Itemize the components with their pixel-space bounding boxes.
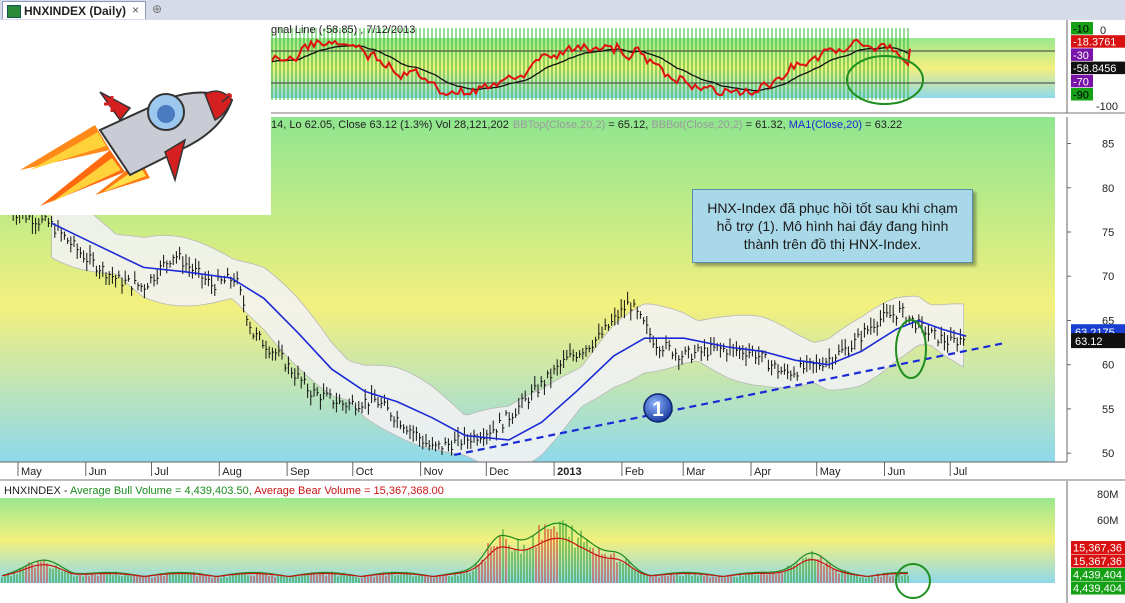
price-badge-label: 63.12 <box>1075 336 1103 348</box>
legend-bbbot: BBBot(Close,20,2) <box>651 119 742 131</box>
rocket-icon <box>20 90 234 206</box>
legend-ma-value: = 63.22 <box>862 119 902 131</box>
oscillator-line <box>271 38 911 97</box>
date-tick-label: Nov <box>424 466 444 478</box>
support-trendline <box>453 341 1007 456</box>
oscillator-level-badges: -10-18.3761-30-58.8456-70 -90 <box>1071 22 1125 102</box>
volume-tick-80m: 80M <box>1097 489 1118 501</box>
level-badge <box>1071 74 1093 88</box>
tab-title: HNXINDEX (Daily) <box>24 4 127 18</box>
osc-tick-0: 0 <box>1100 25 1106 37</box>
close-icon[interactable]: × <box>132 3 140 17</box>
level-badge-label: -58.8456 <box>1073 63 1116 75</box>
oscillator-legend: gnal Line (-58.85) , 7/12/2013 <box>271 24 415 36</box>
volume-badge-label: 4,439,404 <box>1073 583 1122 595</box>
price-tick-label: 75 <box>1102 227 1114 239</box>
volume-legend-area <box>0 481 1067 498</box>
date-tick-label: Jun <box>89 466 107 478</box>
date-tick-label: Aug <box>222 466 242 478</box>
date-tick-label: May <box>820 466 841 478</box>
legend-ma: MA1(Close,20) <box>789 119 862 131</box>
price-bars <box>9 202 966 456</box>
date-axis <box>0 462 1125 480</box>
marker-circle <box>643 393 673 423</box>
rocket-illustration <box>0 20 271 215</box>
price-tick-label: 80 <box>1102 183 1114 195</box>
volume-badge-label: 15,367,36 <box>1073 556 1122 568</box>
date-tick-label: Oct <box>356 466 373 478</box>
date-tick-label: 2013 <box>557 466 581 478</box>
date-tick-label: Apr <box>754 466 771 478</box>
date-tick-label: May <box>21 466 42 478</box>
price-tick-label: 55 <box>1102 404 1114 416</box>
level-badge <box>1071 35 1125 48</box>
volume-legend: HNXINDEX - Average Bull Volume = 4,439,4… <box>4 485 444 497</box>
chart-canvas[interactable]: gnal Line (-58.85) , 7/12/2013 0 50 -100… <box>0 20 1125 603</box>
chart-icon <box>7 5 21 18</box>
volume-legend-bull: Average Bull Volume = 4,439,403.50, <box>70 485 254 497</box>
date-tick-label: Jul <box>953 466 967 478</box>
new-tab-icon[interactable]: ⊕ <box>152 2 163 16</box>
level-badge <box>1071 48 1093 61</box>
level-badge-label: -90 <box>1073 90 1089 102</box>
date-tick-label: Jun <box>888 466 906 478</box>
marker-1: 1 <box>643 393 673 423</box>
volume-badge-label: 15,367,36 <box>1073 543 1122 555</box>
volume-tick-60m: 60M <box>1097 515 1118 527</box>
chart-tab[interactable]: HNXINDEX (Daily) × <box>2 1 146 19</box>
price-legend: 14, Lo 62.05, Close 63.12 (1.3%) Vol 28,… <box>271 119 902 131</box>
volume-badge <box>1071 568 1125 581</box>
volume-panel: HNXINDEX - Average Bull Volume = 4,439,4… <box>0 481 1125 603</box>
oscillator-highlight-circle <box>846 55 924 105</box>
volume-highlight-circle <box>895 563 931 599</box>
date-tick-label: Sep <box>290 466 310 478</box>
date-tick-label: Feb <box>625 466 644 478</box>
date-axis-ticks: May Jun Jul Aug Sep Oct Nov Dec 2013 Feb Mar Apr May… <box>17 462 967 478</box>
price-axis <box>1067 117 1125 462</box>
oscillator-histogram <box>271 28 909 100</box>
legend-ohlc: 14, Lo 62.05, Close 63.12 (1.3%) Vol 28,… <box>271 119 509 131</box>
level-badge-label: -18.3761 <box>1073 37 1116 49</box>
level-badge <box>1071 61 1125 75</box>
bear-volume-line <box>1 537 909 578</box>
price-tick-label: 85 <box>1102 139 1114 151</box>
price-badge <box>1071 333 1125 349</box>
legend-bbtop-value: = 65.12, <box>605 119 651 131</box>
oscillator-band <box>271 38 1055 98</box>
level-badge <box>1071 88 1093 101</box>
legend-bbtop: BBTop(Close,20,2) <box>513 119 605 131</box>
bollinger-band <box>51 188 964 474</box>
price-tick-label: 50 <box>1102 448 1114 460</box>
tab-bar: HNXINDEX (Daily) × ⊕ <box>0 0 1125 21</box>
osc-tick-100: -100 <box>1096 101 1118 113</box>
level-badge-label: -10 <box>1073 24 1089 36</box>
volume-badge <box>1071 541 1125 554</box>
volume-badge <box>1071 581 1125 595</box>
date-tick-label: Jul <box>155 466 169 478</box>
volume-badge <box>1071 554 1125 568</box>
ma20-line <box>51 222 967 441</box>
level-badge-label: -30 <box>1073 50 1089 62</box>
price-tick-label: 60 <box>1102 360 1114 372</box>
volume-badge-label: 4,439,404 <box>1073 570 1122 582</box>
date-tick-label: Mar <box>686 466 705 478</box>
volume-legend-symbol: HNXINDEX - <box>4 485 70 497</box>
marker-label: 1 <box>652 398 664 421</box>
price-tick-label: 70 <box>1102 271 1114 283</box>
legend-bbbot-value: = 61.32, <box>743 119 789 131</box>
date-tick-label: Dec <box>489 466 509 478</box>
price-badges: 63.217563.12 <box>1071 324 1125 349</box>
level-badge <box>1071 22 1093 35</box>
analysis-callout: HNX-Index đã phục hồi tốt sau khi chạm h… <box>692 189 973 263</box>
price-highlight-circle <box>895 319 927 379</box>
level-badge-label: -70 <box>1073 76 1089 88</box>
volume-legend-bear: Average Bear Volume = 15,367,368.00 <box>254 485 444 497</box>
